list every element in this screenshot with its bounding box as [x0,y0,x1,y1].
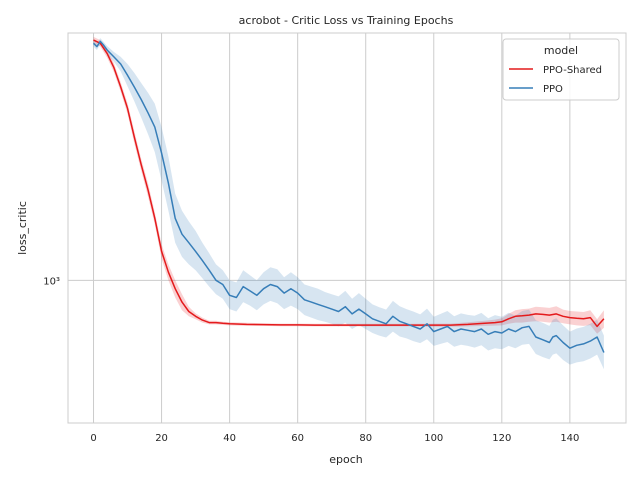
series-lines [92,39,605,353]
band-ppo [93,38,604,370]
x-tick-label: 100 [424,433,443,444]
x-tick-label: 0 [90,433,96,444]
y-tick-labels: 10³ [43,276,60,287]
x-tick-label: 120 [492,433,511,444]
legend: model PPO-Shared PPO [502,38,620,101]
y-axis-label: loss_critic [16,201,29,255]
legend-title: model [544,44,578,57]
legend-label-ppo: PPO [543,84,563,95]
legend-box [502,38,620,101]
line-ppo-shared [93,39,605,328]
grid [68,33,626,423]
line-ppo [92,40,605,353]
x-tick-label: 80 [359,433,372,444]
x-tick-label: 140 [560,433,579,444]
x-tick-label: 60 [291,433,304,444]
legend-label-ppo-shared: PPO-Shared [543,65,602,76]
x-tick-labels: 0 20 40 60 80 100 120 140 [90,433,579,444]
x-axis-label: epoch [329,453,363,466]
confidence-bands [93,36,604,370]
x-tick-label: 20 [155,433,168,444]
chart-title: acrobot - Critic Loss vs Training Epochs [239,14,454,27]
x-tick-label: 40 [223,433,236,444]
y-tick-label: 10³ [43,276,60,287]
